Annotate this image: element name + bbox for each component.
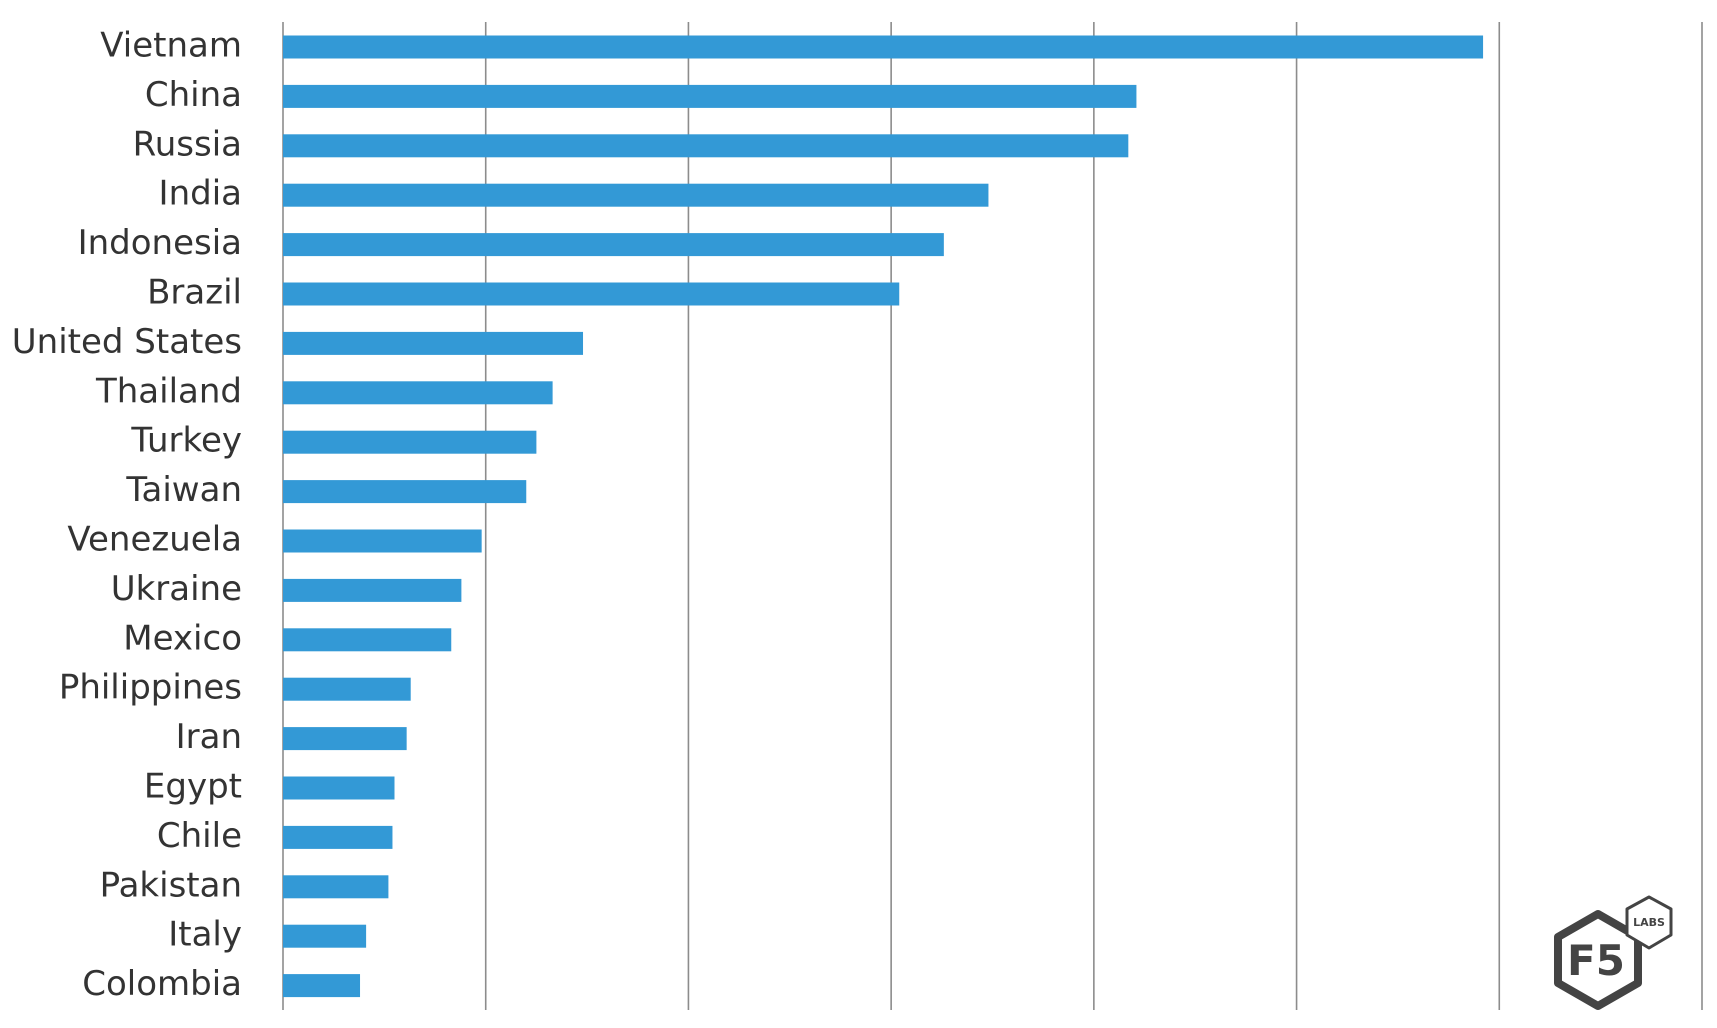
bar-india — [283, 183, 989, 207]
bar-egypt — [283, 776, 395, 800]
logo-badge-text: LABS — [1633, 916, 1665, 929]
logo-small-hexagon — [1625, 895, 1673, 950]
bar-mexico — [283, 628, 452, 652]
category-label-thailand: Thailand — [95, 371, 242, 411]
category-label-chile: Chile — [157, 816, 242, 856]
category-label-colombia: Colombia — [82, 964, 242, 1004]
bar-china — [283, 84, 1137, 108]
category-label-pakistan: Pakistan — [100, 865, 242, 905]
bar-chile — [283, 825, 393, 849]
bar-iran — [283, 727, 407, 751]
category-label-iran: Iran — [176, 717, 242, 757]
category-label-brazil: Brazil — [147, 273, 242, 313]
bar-vietnam — [283, 35, 1484, 59]
bar-venezuela — [283, 529, 482, 553]
bar-russia — [283, 134, 1129, 158]
logo-brand-text: F5 — [1567, 936, 1625, 985]
bar-taiwan — [283, 480, 527, 504]
category-label-russia: Russia — [133, 124, 242, 164]
bar-ukraine — [283, 578, 462, 602]
bar-brazil — [283, 282, 900, 306]
gridlines — [282, 22, 1703, 1010]
category-label-taiwan: Taiwan — [125, 470, 242, 510]
bar-pakistan — [283, 875, 389, 899]
category-label-china: China — [145, 75, 242, 115]
category-label-venezuela: Venezuela — [67, 520, 242, 560]
category-label-india: India — [159, 174, 242, 214]
bar-thailand — [283, 381, 553, 405]
bars — [283, 35, 1484, 998]
bar-philippines — [283, 677, 411, 701]
bar-italy — [283, 924, 367, 948]
category-label-egypt: Egypt — [144, 767, 242, 807]
category-label-mexico: Mexico — [123, 618, 242, 658]
bar-indonesia — [283, 233, 944, 257]
f5-labs-logo: F5 LABS — [1554, 895, 1673, 1010]
category-label-philippines: Philippines — [59, 668, 242, 708]
category-labels: Vietnam China Russia India Indonesia Brazil Un… — [12, 26, 242, 1005]
bar-colombia — [283, 974, 361, 998]
category-label-ukraine: Ukraine — [111, 569, 242, 609]
category-label-turkey: Turkey — [130, 421, 242, 461]
category-label-vietnam: Vietnam — [100, 26, 242, 66]
category-label-united-states: United States — [12, 322, 242, 362]
bar-united-states — [283, 331, 584, 355]
category-label-italy: Italy — [168, 915, 242, 955]
category-label-indonesia: Indonesia — [78, 223, 242, 263]
bar-turkey — [283, 430, 537, 454]
